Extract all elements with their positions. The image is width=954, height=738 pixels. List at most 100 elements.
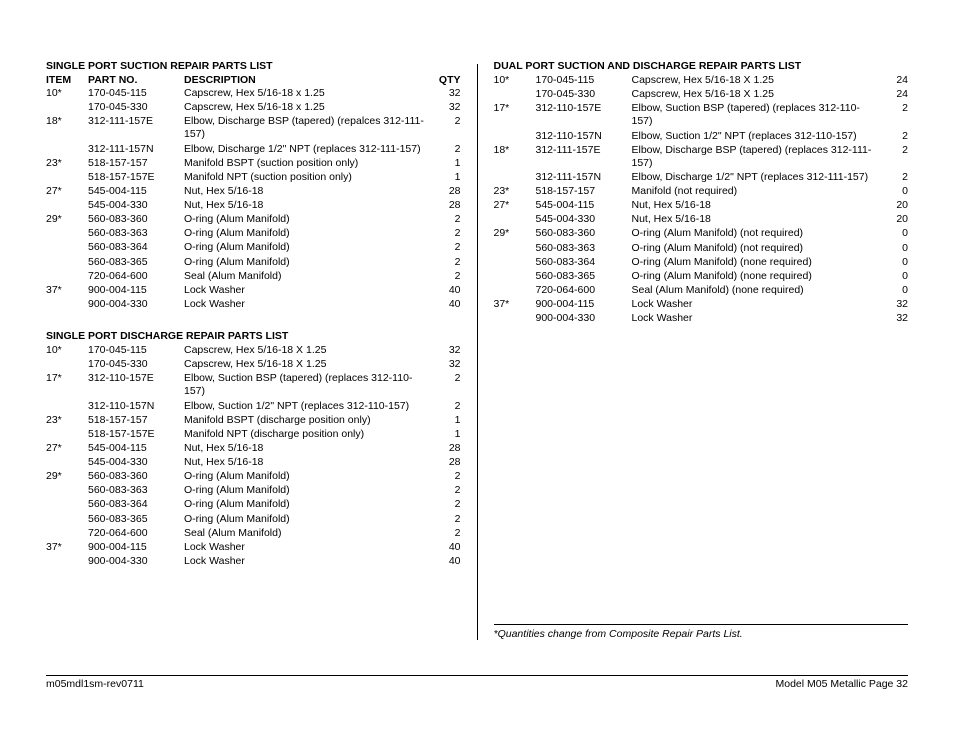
cell-desc: O-ring (Alum Manifold) [184, 470, 427, 484]
cell-desc: Seal (Alum Manifold) (none required) [632, 284, 875, 298]
cell-part: 312-111-157E [88, 115, 184, 142]
cell-qty: 2 [427, 241, 461, 255]
cell-item [46, 513, 88, 527]
cell-item [46, 298, 88, 312]
footnote-text: *Quantities change from Composite Repair… [494, 628, 909, 640]
cell-qty: 1 [427, 428, 461, 442]
cell-qty: 1 [427, 157, 461, 171]
table-row: 10*170-045-115Capscrew, Hex 5/16-18 X 1.… [494, 74, 909, 88]
cell-item [46, 498, 88, 512]
cell-part: 312-111-157N [536, 171, 632, 185]
cell-qty: 32 [427, 101, 461, 115]
cell-item: 27* [46, 442, 88, 456]
cell-part: 560-083-365 [88, 256, 184, 270]
cell-desc: Elbow, Discharge 1/2" NPT (replaces 312-… [632, 171, 875, 185]
table-row: 720-064-600Seal (Alum Manifold) (none re… [494, 284, 909, 298]
cell-part: 518-157-157E [88, 428, 184, 442]
cell-qty: 2 [427, 470, 461, 484]
section-title-single-suction: SINGLE PORT SUCTION REPAIR PARTS LIST [46, 60, 461, 72]
cell-desc: Elbow, Suction BSP (tapered) (replaces 3… [632, 102, 875, 129]
cell-item [46, 400, 88, 414]
cell-desc: Lock Washer [632, 298, 875, 312]
cell-item [46, 199, 88, 213]
cell-desc: O-ring (Alum Manifold) (none required) [632, 270, 875, 284]
cell-qty: 28 [427, 199, 461, 213]
section-title-single-discharge: SINGLE PORT DISCHARGE REPAIR PARTS LIST [46, 330, 461, 342]
cell-qty: 2 [427, 498, 461, 512]
header-desc: DESCRIPTION [184, 74, 427, 87]
cell-qty: 28 [427, 442, 461, 456]
cell-qty: 2 [427, 400, 461, 414]
cell-desc: Manifold BSPT (discharge position only) [184, 414, 427, 428]
page-footer: m05mdl1sm-rev0711 Model M05 Metallic Pag… [46, 675, 908, 690]
cell-desc: Elbow, Suction BSP (tapered) (replaces 3… [184, 372, 427, 399]
cell-item [46, 555, 88, 569]
cell-qty: 0 [874, 284, 908, 298]
cell-qty: 40 [427, 541, 461, 555]
cell-desc: O-ring (Alum Manifold) [184, 241, 427, 255]
table-row: 18*312-111-157EElbow, Discharge BSP (tap… [494, 144, 909, 171]
table-body: 10*170-045-115Capscrew, Hex 5/16-18 X 1.… [494, 74, 909, 326]
footnote-rule [494, 624, 909, 625]
cell-item: 37* [494, 298, 536, 312]
left-column: SINGLE PORT SUCTION REPAIR PARTS LIST IT… [46, 60, 461, 640]
table-row: 560-083-365O-ring (Alum Manifold)2 [46, 513, 461, 527]
cell-item: 10* [494, 74, 536, 88]
table-row: 518-157-157EManifold NPT (suction positi… [46, 171, 461, 185]
cell-item [46, 527, 88, 541]
table-row: 720-064-600Seal (Alum Manifold)2 [46, 270, 461, 284]
cell-part: 560-083-360 [88, 470, 184, 484]
cell-part: 170-045-115 [88, 344, 184, 358]
cell-qty: 0 [874, 270, 908, 284]
cell-part: 170-045-115 [536, 74, 632, 88]
cell-part: 900-004-115 [88, 284, 184, 298]
table-row: 29*560-083-360O-ring (Alum Manifold)2 [46, 213, 461, 227]
table-row: 545-004-330Nut, Hex 5/16-1828 [46, 456, 461, 470]
cell-part: 518-157-157 [536, 185, 632, 199]
table-row: 720-064-600Seal (Alum Manifold)2 [46, 527, 461, 541]
cell-qty: 2 [427, 527, 461, 541]
cell-item [46, 358, 88, 372]
cell-item [46, 484, 88, 498]
cell-qty: 0 [874, 256, 908, 270]
cell-qty: 2 [427, 115, 461, 142]
cell-item: 17* [494, 102, 536, 129]
cell-part: 312-111-157E [536, 144, 632, 171]
table-row: 312-111-157NElbow, Discharge 1/2" NPT (r… [494, 171, 909, 185]
cell-item: 29* [46, 213, 88, 227]
table-single-discharge: 10*170-045-115Capscrew, Hex 5/16-18 X 1.… [46, 344, 461, 569]
cell-item: 18* [494, 144, 536, 171]
table-row: 312-111-157NElbow, Discharge 1/2" NPT (r… [46, 143, 461, 157]
table-body: 10*170-045-115Capscrew, Hex 5/16-18 x 1.… [46, 87, 461, 312]
table-row: 170-045-330Capscrew, Hex 5/16-18 X 1.253… [46, 358, 461, 372]
cell-item: 17* [46, 372, 88, 399]
cell-item [46, 227, 88, 241]
cell-part: 545-004-330 [88, 199, 184, 213]
cell-part: 518-157-157E [88, 171, 184, 185]
table-row: 17*312-110-157EElbow, Suction BSP (taper… [46, 372, 461, 399]
table-row: 29*560-083-360O-ring (Alum Manifold) (no… [494, 227, 909, 241]
cell-part: 518-157-157 [88, 414, 184, 428]
table-row: 560-083-363O-ring (Alum Manifold)2 [46, 227, 461, 241]
cell-desc: Nut, Hex 5/16-18 [184, 442, 427, 456]
cell-desc: O-ring (Alum Manifold) [184, 498, 427, 512]
cell-qty: 1 [427, 414, 461, 428]
cell-part: 900-004-115 [536, 298, 632, 312]
cell-item [46, 171, 88, 185]
cell-part: 545-004-115 [536, 199, 632, 213]
table-row: 37*900-004-115Lock Washer40 [46, 541, 461, 555]
cell-desc: O-ring (Alum Manifold) [184, 484, 427, 498]
cell-desc: Lock Washer [632, 312, 875, 326]
cell-desc: Seal (Alum Manifold) [184, 270, 427, 284]
cell-qty: 1 [427, 171, 461, 185]
cell-item [46, 456, 88, 470]
cell-item: 18* [46, 115, 88, 142]
cell-qty: 32 [427, 358, 461, 372]
cell-item [46, 270, 88, 284]
cell-part: 312-110-157E [536, 102, 632, 129]
table-row: 900-004-330Lock Washer32 [494, 312, 909, 326]
cell-part: 560-083-363 [536, 242, 632, 256]
cell-qty: 2 [874, 130, 908, 144]
table-row: 518-157-157EManifold NPT (discharge posi… [46, 428, 461, 442]
cell-item: 27* [494, 199, 536, 213]
